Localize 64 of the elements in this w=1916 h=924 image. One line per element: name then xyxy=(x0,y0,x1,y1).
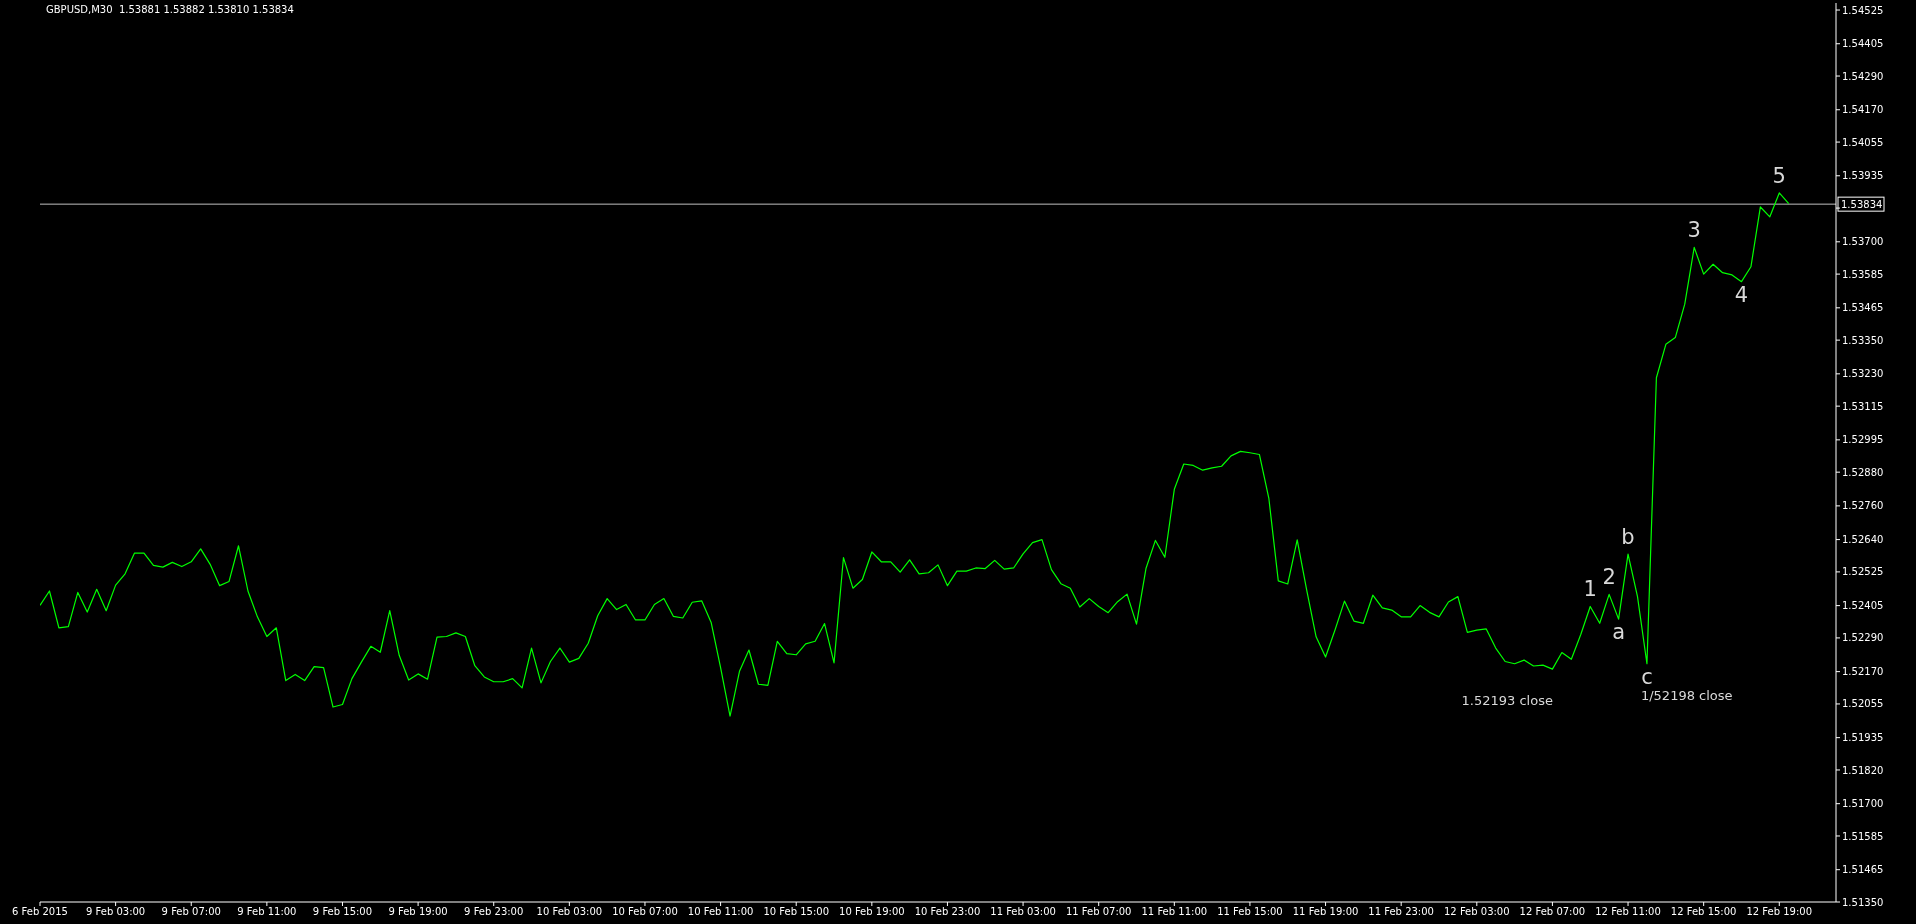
annotation: a xyxy=(1612,620,1626,645)
x-tick-label: 9 Feb 19:00 xyxy=(388,906,448,918)
annotation: c xyxy=(1641,664,1653,689)
annotation: 1.52193 close xyxy=(1461,693,1553,709)
x-tick-label: 11 Feb 07:00 xyxy=(1065,906,1132,918)
line-series xyxy=(40,192,1790,717)
x-tick-label: 12 Feb 11:00 xyxy=(1595,906,1661,918)
x-tick-label: 10 Feb 03:00 xyxy=(536,906,603,918)
x-tick-label: 12 Feb 19:00 xyxy=(1746,906,1813,918)
annotation: 1/52198 close xyxy=(1640,687,1733,703)
y-tick-label: 1.53585 xyxy=(1842,268,1884,280)
x-tick-label: 10 Feb 23:00 xyxy=(914,906,981,918)
y-tick-label: 1.52525 xyxy=(1842,566,1884,578)
x-tick-label: 10 Feb 07:00 xyxy=(612,906,678,918)
y-tick-label: 1.54170 xyxy=(1842,104,1884,116)
y-tick-label: 1.52290 xyxy=(1842,632,1884,644)
x-tick-label: 12 Feb 15:00 xyxy=(1670,906,1737,918)
y-tick-label: 1.52640 xyxy=(1842,534,1884,546)
y-tick-label: 1.53230 xyxy=(1842,368,1884,380)
y-tick-label: 1.51350 xyxy=(1842,896,1884,908)
y-tick-label: 1.52995 xyxy=(1842,434,1884,446)
y-tick-label: 1.52170 xyxy=(1842,666,1884,678)
y-tick-label: 1.53465 xyxy=(1842,302,1884,314)
x-tick-label: 12 Feb 03:00 xyxy=(1444,906,1510,918)
x-tick-label: 12 Feb 07:00 xyxy=(1519,906,1586,918)
annotation: 4 xyxy=(1734,282,1749,307)
x-tick-label: 10 Feb 11:00 xyxy=(687,906,754,918)
x-tick-label: 6 Feb 2015 xyxy=(12,906,68,918)
y-tick-label: 1.54525 xyxy=(1842,4,1884,16)
x-tick-label: 10 Feb 15:00 xyxy=(763,906,830,918)
annotation: b xyxy=(1621,525,1635,550)
y-tick-label: 1.51700 xyxy=(1842,798,1884,810)
y-tick-label: 1.51935 xyxy=(1842,732,1884,744)
x-tick-label: 9 Feb 11:00 xyxy=(237,906,297,918)
x-tick-label: 11 Feb 11:00 xyxy=(1141,906,1208,918)
y-tick-label: 1.52405 xyxy=(1842,600,1884,612)
annotation: 1 xyxy=(1583,577,1597,602)
y-tick-label: 1.54405 xyxy=(1842,38,1884,50)
x-tick-label: 9 Feb 03:00 xyxy=(86,906,146,918)
y-tick-label: 1.54055 xyxy=(1842,136,1884,148)
y-tick-label: 1.51465 xyxy=(1842,864,1884,876)
y-tick-label: 1.52055 xyxy=(1842,698,1884,710)
x-tick-label: 9 Feb 23:00 xyxy=(464,906,524,918)
x-tick-label: 11 Feb 03:00 xyxy=(990,906,1056,918)
annotation: 5 xyxy=(1772,163,1786,188)
x-tick-label: 11 Feb 19:00 xyxy=(1292,906,1359,918)
chart-title: GBPUSD,M30 1.53881 1.53882 1.53810 1.53834 xyxy=(46,4,294,15)
y-tick-label: 1.54290 xyxy=(1842,70,1884,82)
y-tick-label: 1.51820 xyxy=(1842,764,1884,776)
y-tick-label: 1.53935 xyxy=(1842,170,1884,182)
y-tick-label: 1.51585 xyxy=(1842,830,1884,842)
x-tick-label: 9 Feb 15:00 xyxy=(312,906,373,918)
annotation: 3 xyxy=(1687,218,1701,243)
y-tick-label: 1.53115 xyxy=(1842,400,1884,412)
y-tick-label: 1.53350 xyxy=(1842,334,1884,346)
x-tick-label: 11 Feb 23:00 xyxy=(1368,906,1434,918)
y-tick-label: 1.53700 xyxy=(1842,236,1884,248)
ref-line-label: 1.53834 xyxy=(1841,199,1883,211)
x-tick-label: 10 Feb 19:00 xyxy=(839,906,905,918)
x-tick-label: 9 Feb 07:00 xyxy=(161,906,221,918)
y-tick-label: 1.52760 xyxy=(1842,500,1884,512)
y-tick-label: 1.52880 xyxy=(1842,466,1884,478)
annotation: 2 xyxy=(1602,565,1616,590)
x-tick-label: 11 Feb 15:00 xyxy=(1217,906,1283,918)
